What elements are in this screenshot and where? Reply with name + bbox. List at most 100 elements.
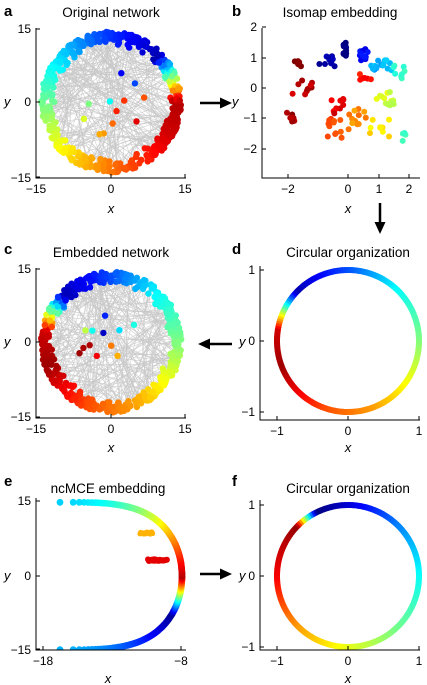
network-node [45,305,53,312]
embedding-point [56,498,64,506]
network-edge [95,279,171,326]
panel-e-ylabel: y [3,568,12,583]
network-node [52,130,59,138]
panel-d-xtick: −1 [270,424,284,438]
network-node [52,378,59,385]
scatter-point [390,64,397,71]
network-edge [143,284,151,398]
panel-f-yticks: 1 0 −1 [241,498,264,654]
network-edge [103,281,172,317]
panel-d-axes [259,266,420,421]
network-node [121,165,128,172]
network-node [160,144,167,152]
network-edge [51,48,157,138]
network-node [150,56,157,63]
embedding-point [163,556,170,563]
network-node [174,358,181,365]
network-node [54,310,61,317]
scatter-point [346,111,353,118]
network-node [167,362,174,369]
network-node [68,293,75,301]
network-node [113,107,120,115]
panel-a-ytick: 15 [18,22,32,36]
panel-a-ytick: −15 [11,171,32,185]
scatter-point [380,61,387,68]
scatter-point [340,102,347,108]
panel-f-xtick: −1 [270,654,284,668]
network-edge [60,62,170,138]
panel-e-xtick: −18 [33,654,54,668]
network-node [133,118,140,125]
scatter-point [351,107,358,114]
network-node [49,91,56,98]
panel-f-xticks: −1 0 1 [270,646,423,668]
network-edge [93,274,119,410]
network-node [121,97,128,104]
panel-c-label: c [4,241,12,258]
panel-d-xticks: −1 0 1 [270,416,423,438]
network-edge [69,46,163,135]
network-node [169,87,176,94]
network-node [147,46,155,53]
panel-a-xlabel: x [107,201,115,216]
network-node [106,399,113,406]
network-node [166,78,173,85]
network-edge [54,305,137,402]
network-node [152,382,159,390]
network-node [145,156,152,163]
network-node [164,311,172,318]
panel-b: b Isomap embedding 2 1 0 −1 −2 −2 0 1 2 … [231,3,420,216]
network-node [62,379,70,387]
panel-a: a Original network 15 0 −15 −15 0 15 x y [3,3,192,216]
network-edge [47,276,131,372]
panel-b-xlabel: x [344,201,352,216]
network-node [89,327,96,334]
panel-c-xticks: −15 0 15 [26,414,192,436]
panel-b-ytick: 0 [250,81,257,95]
network-node [47,70,54,77]
network-edge [43,97,165,139]
network-node [106,98,114,105]
panel-e-ytick: 15 [18,494,32,508]
network-node [114,352,121,359]
arrow-b-to-d [374,203,386,234]
panel-e: e ncMCE embedding 15 0 −15 −18 −8 x y [3,473,188,685]
panel-b-yticks: 2 1 0 −1 −2 [243,20,266,156]
network-node [94,33,102,41]
network-node [132,285,139,292]
network-node [62,297,69,304]
arrow-a-to-b [200,97,232,109]
panel-a-xticks: −15 0 15 [26,174,192,196]
scatter-point [349,120,356,127]
panel-f-title: Circular organization [286,481,410,496]
scatter-point [361,54,368,61]
panel-a-label: a [4,3,13,20]
network-node [109,120,116,127]
network-node [80,344,87,352]
network-edge [97,34,109,167]
network-node [124,32,131,39]
panel-f-ytick: −1 [241,640,255,654]
network-edge [71,274,119,400]
network-node [93,352,101,360]
scatter-point [345,126,352,133]
scatter-point [369,65,376,72]
network-node [129,160,137,168]
panel-b-ytick: −2 [243,142,257,156]
network-node [155,142,162,150]
network-node [162,122,169,129]
network-edge [104,315,165,385]
network-node [131,80,139,87]
scatter-point [325,54,332,61]
scatter-point [332,130,339,137]
network-node [130,321,138,328]
panel-c-title: Embedded network [53,245,170,260]
network-node [166,60,174,68]
network-node [112,408,119,415]
network-node [56,138,63,145]
scatter-point [328,60,335,67]
scatter-point [284,109,290,116]
scatter-point [369,116,376,123]
network-node [82,327,89,334]
network-node [79,285,86,292]
